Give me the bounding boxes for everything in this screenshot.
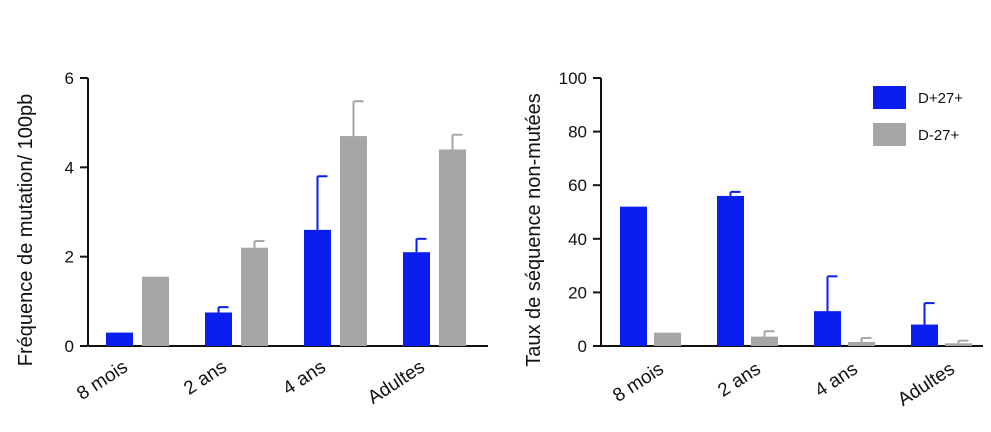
- bar-d-27-adultes: [911, 324, 938, 346]
- bar-d-27-4-ans: [848, 341, 875, 346]
- y-tick-label: 4: [65, 158, 74, 177]
- bar-d-27-4-ans: [340, 136, 367, 346]
- legend-swatch-d-27: [873, 86, 906, 109]
- bar-d-27-8-mois: [620, 206, 647, 346]
- category-label-adultes: Adultes: [364, 357, 429, 409]
- category-label-4-ans: 4 ans: [811, 359, 861, 402]
- bar-d-27-8-mois: [654, 332, 681, 346]
- y-tick-label: 40: [568, 230, 587, 249]
- legend-label-d-27: D+27+: [918, 90, 963, 107]
- y-tick-label: 80: [568, 123, 587, 142]
- bar-d-27-adultes: [945, 343, 972, 346]
- bar-d-27-4-ans: [304, 229, 331, 346]
- y-tick-label: 6: [65, 69, 74, 88]
- y-tick-label: 0: [65, 337, 74, 356]
- category-label-adultes: Adultes: [894, 359, 959, 411]
- bar-d-27-2-ans: [717, 195, 744, 346]
- unmutated-sequence-rate-chart: 0 20 40 60 80 100 Taux de séquence non-mutées 8…: [523, 69, 983, 411]
- mutation-frequency-chart: 0 2 4 6 Fréquence de mutation/ 100pb 8 mois 2 …: [15, 69, 488, 409]
- legend: D+27+ D-27+: [873, 86, 963, 146]
- y-tick-label: 100: [559, 69, 587, 88]
- bar-d-27-2-ans: [241, 247, 268, 346]
- legend-label-d-27: D-27+: [918, 127, 960, 144]
- y-axis-title: Fréquence de mutation/ 100pb: [15, 94, 37, 366]
- bar-d-27-4-ans: [814, 311, 841, 346]
- y-tick-label: 20: [568, 283, 587, 302]
- category-label-2-ans: 2 ans: [714, 359, 764, 402]
- bar-d-27-adultes: [403, 252, 430, 346]
- bar-d-27-adultes: [439, 149, 466, 346]
- legend-swatch-d-27: [873, 123, 906, 146]
- y-tick-label: 60: [568, 176, 587, 195]
- category-label-4-ans: 4 ans: [279, 357, 329, 400]
- y-axis-title: Taux de séquence non-mutées: [523, 93, 545, 367]
- bar-d-27-2-ans: [205, 312, 232, 346]
- y-tick-label: 2: [65, 248, 74, 267]
- category-label-8-mois: 8 mois: [609, 359, 667, 407]
- category-label-2-ans: 2 ans: [180, 357, 230, 400]
- bar-d-27-8-mois: [106, 332, 133, 346]
- y-tick-label: 0: [578, 337, 587, 356]
- bar-d-27-2-ans: [751, 336, 778, 346]
- bar-d-27-8-mois: [142, 276, 169, 346]
- category-label-8-mois: 8 mois: [73, 357, 131, 405]
